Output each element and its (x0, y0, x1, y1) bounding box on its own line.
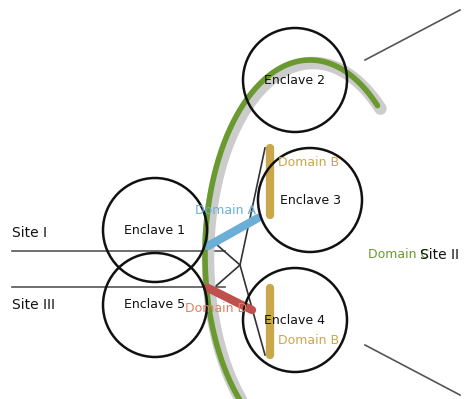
Text: Enclave 4: Enclave 4 (265, 314, 326, 326)
Text: Enclave 2: Enclave 2 (265, 73, 326, 87)
Text: Domain B: Domain B (278, 334, 339, 346)
Text: Enclave 3: Enclave 3 (280, 194, 340, 207)
Text: Domain A: Domain A (195, 203, 256, 217)
Text: Domain D: Domain D (185, 302, 247, 314)
Text: Domain C: Domain C (368, 249, 429, 261)
Text: Enclave 5: Enclave 5 (125, 298, 186, 312)
Text: Site I: Site I (12, 226, 47, 240)
Text: Domain B: Domain B (278, 156, 339, 168)
Text: Site II: Site II (420, 248, 459, 262)
Text: Enclave 1: Enclave 1 (125, 223, 186, 237)
Text: Site III: Site III (12, 298, 55, 312)
